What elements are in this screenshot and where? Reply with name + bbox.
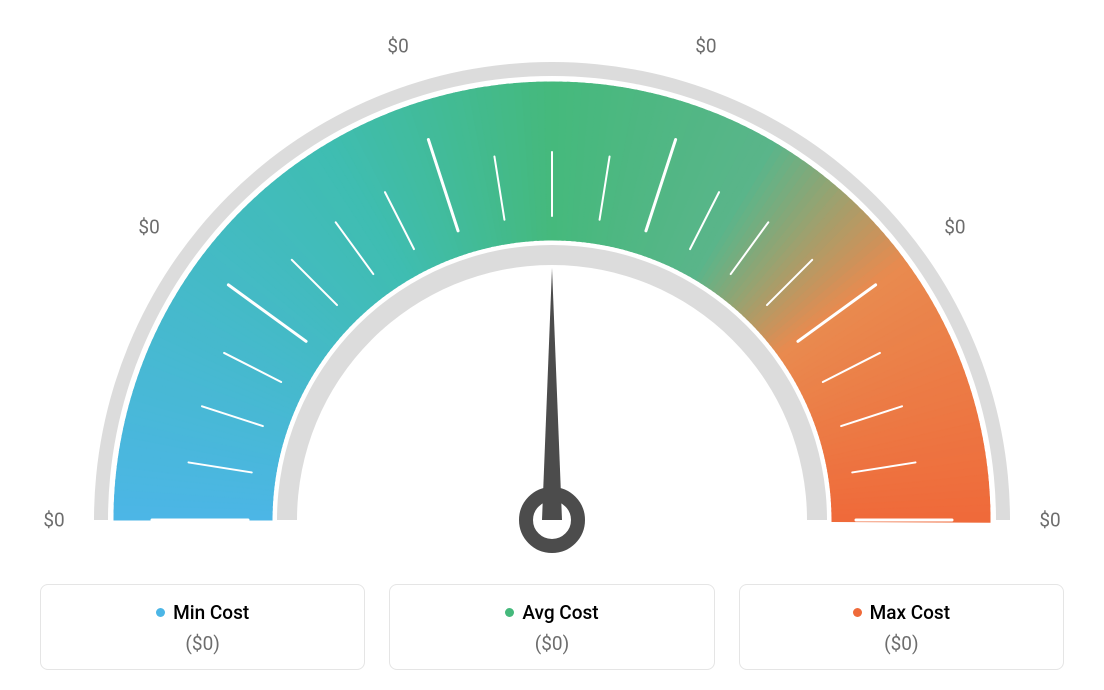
legend-label: Avg Cost <box>522 601 598 624</box>
legend-value-max: ($0) <box>752 632 1051 655</box>
legend-row: Min Cost ($0) Avg Cost ($0) Max Cost ($0… <box>40 584 1064 670</box>
tick-label: $0 <box>43 509 64 532</box>
legend-value-min: ($0) <box>53 632 352 655</box>
tick-label: $0 <box>138 216 159 239</box>
legend-card-avg: Avg Cost ($0) <box>389 584 714 670</box>
legend-title-min: Min Cost <box>156 601 249 624</box>
dot-icon <box>505 608 514 617</box>
legend-card-min: Min Cost ($0) <box>40 584 365 670</box>
legend-card-max: Max Cost ($0) <box>739 584 1064 670</box>
tick-label: $0 <box>387 35 408 58</box>
dot-icon <box>853 608 862 617</box>
tick-label: $0 <box>1039 509 1060 532</box>
gauge-svg <box>0 0 1104 560</box>
tick-label: $0 <box>944 216 965 239</box>
legend-title-max: Max Cost <box>853 601 950 624</box>
legend-label: Min Cost <box>173 601 249 624</box>
legend-value-avg: ($0) <box>402 632 701 655</box>
legend-label: Max Cost <box>870 601 950 624</box>
dot-icon <box>156 608 165 617</box>
tick-label: $0 <box>695 35 716 58</box>
legend-title-avg: Avg Cost <box>505 601 598 624</box>
gauge-chart: $0 $0 $0 $0 $0 $0 <box>0 0 1104 560</box>
